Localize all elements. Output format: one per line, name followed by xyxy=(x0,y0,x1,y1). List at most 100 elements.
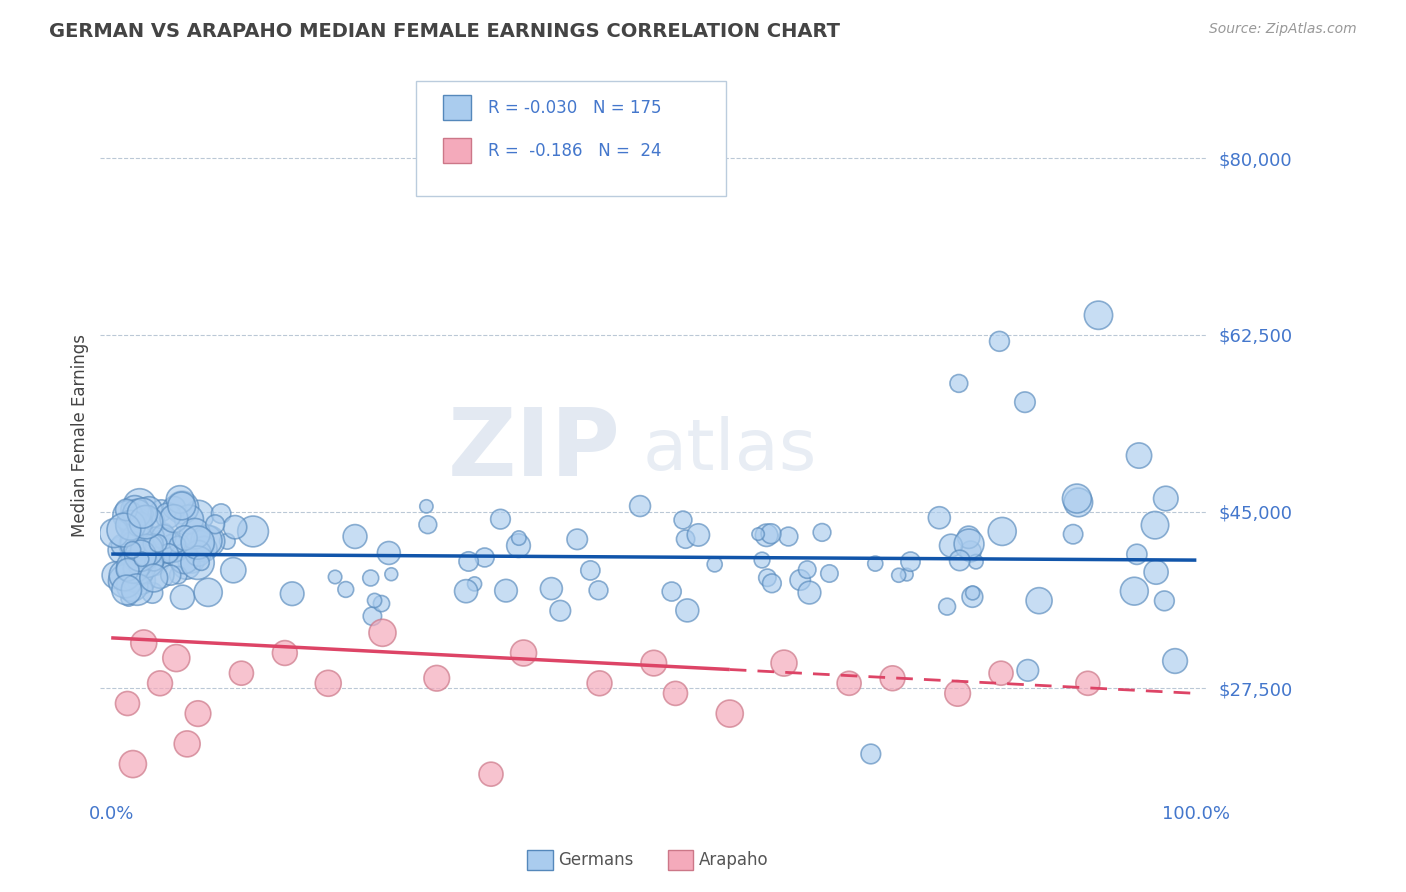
Point xyxy=(122,537,145,551)
Point xyxy=(664,686,686,700)
Point xyxy=(718,706,741,721)
Point xyxy=(761,576,783,591)
Point xyxy=(111,538,134,552)
Point xyxy=(135,541,157,555)
Point xyxy=(121,538,143,552)
Point xyxy=(962,586,984,600)
Point xyxy=(177,512,200,526)
Point xyxy=(224,520,246,534)
Point xyxy=(173,531,195,545)
Point xyxy=(176,737,198,751)
Point xyxy=(231,666,253,681)
Point xyxy=(959,544,981,558)
Point xyxy=(174,558,197,573)
Point xyxy=(135,515,157,529)
Point xyxy=(1087,308,1109,322)
Point xyxy=(643,656,665,670)
Point xyxy=(778,529,800,543)
Point xyxy=(1066,491,1088,506)
Y-axis label: Median Female Earnings: Median Female Earnings xyxy=(72,334,89,537)
Point xyxy=(896,567,918,582)
Point xyxy=(118,553,141,567)
Point xyxy=(1062,527,1084,541)
Point xyxy=(274,646,297,660)
Point xyxy=(131,552,153,566)
Point xyxy=(142,571,165,585)
Point xyxy=(579,563,602,577)
Point xyxy=(148,543,170,558)
Text: atlas: atlas xyxy=(643,416,817,484)
Point xyxy=(1028,593,1050,607)
Point xyxy=(948,376,970,391)
Point xyxy=(946,686,969,700)
Point xyxy=(508,539,530,553)
Point xyxy=(142,552,165,566)
Point xyxy=(512,646,534,660)
Point xyxy=(125,517,148,532)
Point xyxy=(661,584,683,599)
Point xyxy=(117,563,139,577)
Point xyxy=(688,528,710,542)
Point xyxy=(363,593,385,607)
Point xyxy=(887,568,910,582)
Point xyxy=(173,551,195,566)
Point xyxy=(1154,491,1177,506)
Point xyxy=(132,636,155,650)
Point xyxy=(1164,654,1187,668)
Point xyxy=(675,532,697,546)
Point xyxy=(136,554,159,568)
Point xyxy=(169,492,191,507)
Point xyxy=(135,553,157,567)
Point xyxy=(936,599,959,614)
Point xyxy=(129,527,152,541)
Point xyxy=(495,583,517,598)
Point xyxy=(172,591,194,605)
Point xyxy=(165,651,187,665)
Point xyxy=(128,561,150,575)
Point xyxy=(124,502,146,516)
Point xyxy=(187,539,209,553)
Point xyxy=(588,676,610,690)
Point xyxy=(540,582,562,596)
Text: ZIP: ZIP xyxy=(447,404,620,496)
Point xyxy=(344,529,367,543)
Text: Germans: Germans xyxy=(558,851,634,869)
Point xyxy=(128,498,150,512)
Text: R =  -0.186   N =  24: R = -0.186 N = 24 xyxy=(488,142,661,160)
Point xyxy=(150,504,173,518)
Point xyxy=(134,539,156,553)
Point xyxy=(479,767,502,781)
Point xyxy=(165,540,187,554)
Point xyxy=(799,585,821,599)
Point xyxy=(193,541,215,556)
Point xyxy=(209,507,232,521)
Point xyxy=(121,514,143,528)
Point xyxy=(1077,676,1099,690)
Point xyxy=(789,573,811,587)
Point xyxy=(187,508,209,523)
Point xyxy=(811,525,834,540)
Point xyxy=(965,555,987,569)
Point xyxy=(222,563,245,577)
Point xyxy=(167,568,190,582)
Point xyxy=(163,500,186,515)
Point xyxy=(134,507,156,521)
Point xyxy=(415,500,437,514)
Point xyxy=(1067,495,1090,509)
Point xyxy=(187,535,209,549)
Point xyxy=(416,517,439,532)
Point xyxy=(131,573,153,587)
Point xyxy=(281,587,304,601)
Point xyxy=(1153,594,1175,608)
Point xyxy=(131,506,153,520)
Point xyxy=(157,508,180,523)
Point xyxy=(361,609,384,624)
Point xyxy=(125,507,148,521)
Point xyxy=(567,533,589,547)
Point xyxy=(125,582,148,597)
Point xyxy=(138,502,160,516)
Point xyxy=(195,533,218,548)
Point xyxy=(838,676,860,690)
Text: Arapaho: Arapaho xyxy=(699,851,769,869)
Point xyxy=(103,526,125,541)
